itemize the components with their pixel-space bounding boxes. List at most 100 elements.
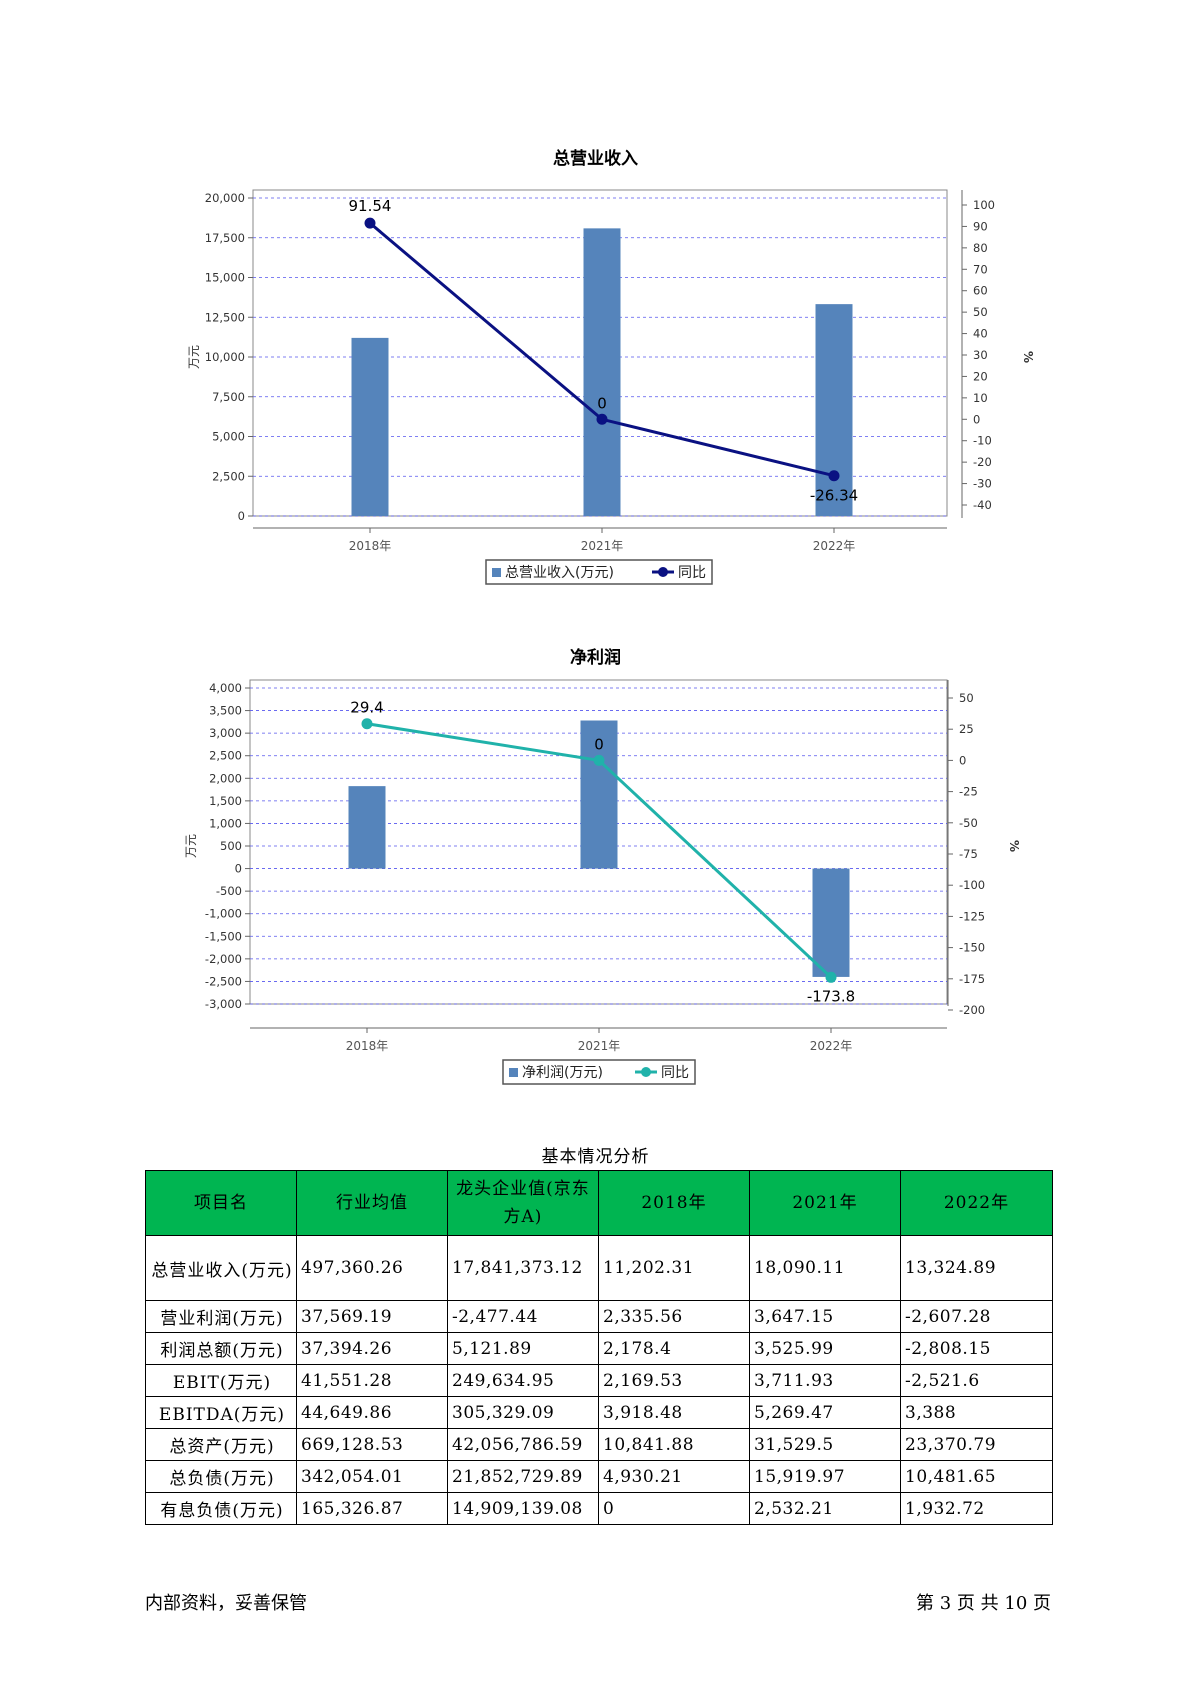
legend-bar-swatch [509,1068,518,1077]
right-tick-label: 20 [973,369,988,383]
table-cell: 342,054.01 [296,1460,448,1493]
x-tick-label: 2018年 [346,1039,389,1053]
left-tick-label: 3,000 [209,726,242,740]
row-label-cell: 总资产(万元) [145,1428,297,1461]
left-tick-label: 7,500 [212,390,245,404]
table-row: 利润总额(万元) 37,394.26 5,121.89 2,178.4 3,525.99… [145,1332,1053,1365]
yoy-point [593,754,605,766]
right-tick-label: 0 [973,412,980,426]
table-cell: 4,930.21 [598,1460,750,1493]
right-tick-label: 40 [973,327,988,341]
table-row: 有息负债(万元) 165,326.87 14,909,139.08 0 2,532.21… [145,1492,1053,1525]
right-axis-title: % [1021,351,1035,363]
row-label-cell: 有息负债(万元) [145,1492,297,1525]
left-tick-label: 2,000 [209,771,242,785]
basic-analysis-table: 项目名 行业均值 龙头企业值(京东方A) 2018年 2021年 2022年 总营业收入(… [145,1170,1053,1525]
table-cell: 37,569.19 [296,1300,448,1333]
revenue-chart: 0 2,500 5,000 7,500 10,000 12,500 15,000 17,500… [187,189,1035,585]
yoy-point-label: -173.8 [807,987,855,1005]
yoy-point-label: 0 [597,394,607,412]
table-row: 营业利润(万元) 37,569.19 -2,477.44 2,335.56 3,647.… [145,1300,1053,1333]
row-label-cell: 总负债(万元) [145,1460,297,1493]
table-cell: 21,852,729.89 [447,1460,599,1493]
x-tick-label: 2022年 [810,1039,853,1053]
left-tick-label: 2,500 [212,469,245,483]
right-tick-label: -125 [959,909,985,923]
left-tick-label: 1,500 [209,794,242,808]
table-row: EBITDA(万元) 44,649.86 305,329.09 3,918.48 5,2… [145,1396,1053,1429]
table-caption: 基本情况分析 [541,1147,650,1167]
left-tick-label: -1,000 [205,907,242,921]
table-header-cell: 2021年 [749,1170,901,1236]
table-cell: 17,841,373.12 [447,1235,599,1301]
right-tick-label: -100 [959,878,985,892]
yoy-point-label: 29.4 [350,699,383,717]
table-cell: 0 [598,1492,750,1525]
right-tick-label: 50 [959,691,974,705]
left-tick-label: 0 [238,509,245,523]
table-cell: 23,370.79 [900,1428,1053,1461]
table-cell: 5,269.47 [749,1396,901,1429]
right-tick-label: -25 [959,785,978,799]
table-header-cell: 龙头企业值(京东方A) [447,1170,599,1236]
row-label-cell: 营业利润(万元) [145,1300,297,1333]
table-cell: 11,202.31 [598,1235,750,1301]
table-cell: 305,329.09 [447,1396,599,1429]
left-axis-title: 万元 [184,834,198,858]
yoy-point-label: 91.54 [349,197,392,215]
right-tick-label: 25 [959,722,974,736]
left-tick-label: 15,000 [205,271,245,285]
row-label-cell: EBITDA(万元) [145,1396,297,1429]
left-tick-label: 12,500 [205,310,245,324]
left-tick-label: -1,500 [205,929,242,943]
table-cell: 10,841.88 [598,1428,750,1461]
yoy-point-label: -26.34 [810,487,858,505]
revenue-chart-title: 总营业收入 [553,149,638,169]
table-cell: 44,649.86 [296,1396,448,1429]
table-cell: 15,919.97 [749,1460,901,1493]
bar [583,228,621,516]
right-tick-label: -150 [959,941,985,955]
table-cell: -2,607.28 [900,1300,1053,1333]
table-cell: 669,128.53 [296,1428,448,1461]
table-cell: -2,477.44 [447,1300,599,1333]
x-tick-label: 2018年 [349,539,392,553]
table-cell: 5,121.89 [447,1332,599,1365]
right-tick-label: 60 [973,284,988,298]
right-tick-label: 80 [973,241,988,255]
bar [348,786,386,869]
left-axis-title: 万元 [187,345,201,369]
right-tick-label: -200 [959,1003,985,1017]
left-tick-label: 4,000 [209,681,242,695]
right-tick-label: -10 [973,434,992,448]
table-cell: 3,918.48 [598,1396,750,1429]
table-cell: 2,532.21 [749,1492,901,1525]
footer-confidential-note: 内部资料，妥善保管 [145,1593,307,1614]
table-row: 总负债(万元) 342,054.01 21,852,729.89 4,930.21 15… [145,1460,1053,1493]
left-tick-label: 5,000 [212,430,245,444]
right-tick-label: -20 [973,455,992,469]
right-tick-label: 90 [973,219,988,233]
table-cell: 2,178.4 [598,1332,750,1365]
row-label-cell: EBIT(万元) [145,1364,297,1397]
left-tick-label: 10,000 [205,350,245,364]
x-tick-label: 2021年 [578,1039,621,1053]
table-row: 总资产(万元) 669,128.53 42,056,786.59 10,841.88 3… [145,1428,1053,1461]
yoy-point [364,217,376,229]
legend-line-marker [641,1067,651,1077]
bar [351,337,389,516]
yoy-point-label: 0 [594,735,604,753]
table-cell: 3,525.99 [749,1332,901,1365]
legend-bar-label: 总营业收入(万元) [505,565,614,581]
right-tick-label: -40 [973,498,992,512]
legend-bar-label: 净利润(万元) [522,1065,603,1081]
net-profit-chart-title: 净利润 [570,648,621,668]
left-tick-label: 0 [235,862,242,876]
right-axis-title: % [1007,840,1021,852]
table-cell: 37,394.26 [296,1332,448,1365]
table-cell: -2,808.15 [900,1332,1053,1365]
table-cell: 41,551.28 [296,1364,448,1397]
table-cell: 3,388 [900,1396,1053,1429]
left-tick-label: -2,000 [205,952,242,966]
legend-bar-swatch [492,568,501,577]
